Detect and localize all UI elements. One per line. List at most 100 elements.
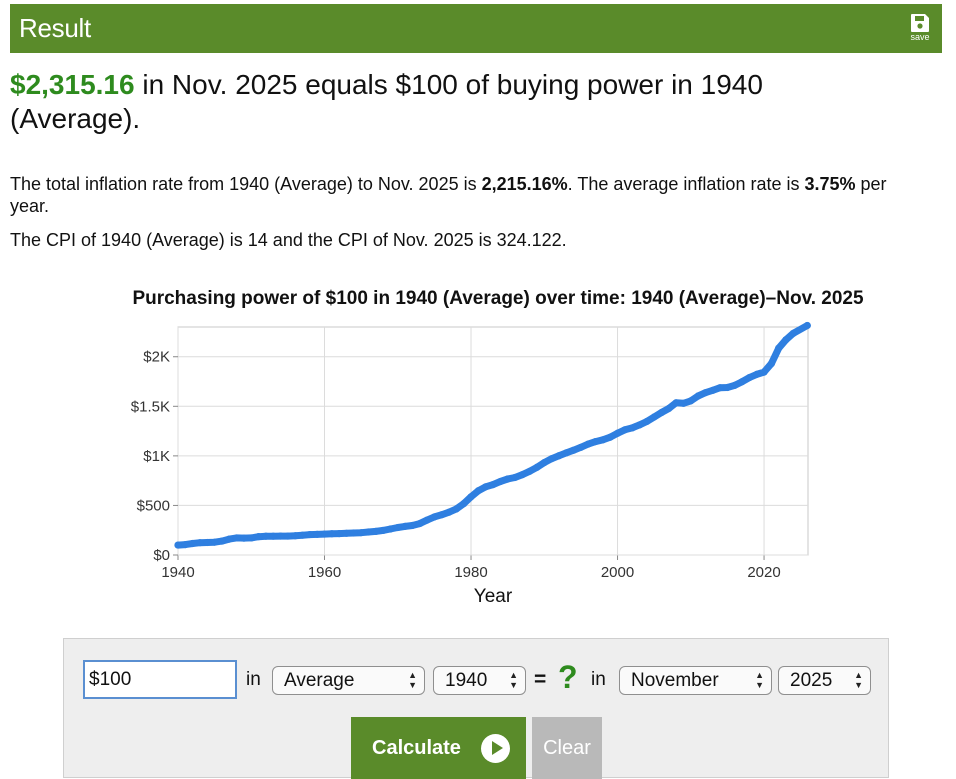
to-year-select[interactable]: 2025 ▲ ▼ bbox=[778, 666, 871, 695]
from-year-select[interactable]: 1940 ▲ ▼ bbox=[433, 666, 526, 695]
data-point bbox=[306, 530, 314, 539]
data-point bbox=[416, 519, 424, 528]
x-axis-label: Year bbox=[474, 586, 513, 607]
calculate-button[interactable]: Calculate bbox=[351, 717, 526, 779]
data-point bbox=[731, 381, 739, 389]
data-point bbox=[635, 421, 644, 429]
to-year-value: 2025 bbox=[790, 670, 833, 691]
data-point bbox=[687, 397, 695, 405]
data-point bbox=[394, 523, 402, 532]
data-point bbox=[313, 530, 321, 538]
data-point bbox=[225, 535, 233, 543]
data-point bbox=[643, 417, 651, 426]
data-point bbox=[548, 455, 556, 463]
data-point bbox=[496, 477, 504, 486]
x-tick-label: 2020 bbox=[747, 564, 780, 581]
data-point bbox=[284, 532, 292, 540]
data-point bbox=[562, 449, 570, 457]
data-point bbox=[709, 386, 717, 394]
data-point bbox=[357, 529, 365, 537]
data-point bbox=[569, 446, 578, 454]
data-point bbox=[189, 539, 197, 548]
data-point bbox=[445, 508, 453, 516]
cpi-summary: The CPI of 1940 (Average) is 14 and the … bbox=[10, 230, 567, 250]
x-tick-label: 2000 bbox=[601, 564, 634, 581]
data-point bbox=[526, 467, 534, 475]
period-select[interactable]: Average ▲ ▼ bbox=[272, 666, 425, 695]
data-point bbox=[203, 538, 211, 547]
data-point bbox=[606, 433, 614, 441]
data-point bbox=[511, 473, 519, 482]
from-year-value: 1940 bbox=[445, 670, 488, 691]
data-point bbox=[591, 437, 600, 446]
clear-button[interactable]: Clear bbox=[532, 717, 602, 779]
data-point bbox=[782, 336, 790, 344]
calculate-label: Calculate bbox=[372, 736, 461, 759]
y-tick-label: $500 bbox=[137, 497, 170, 514]
data-point bbox=[379, 526, 387, 535]
x-tick-label: 1960 bbox=[308, 564, 341, 581]
data-point bbox=[247, 534, 255, 542]
data-point bbox=[233, 534, 241, 542]
data-point bbox=[760, 368, 768, 376]
select-arrows-icon: ▲ ▼ bbox=[854, 670, 863, 690]
equals-sign: = bbox=[534, 668, 547, 691]
data-point bbox=[775, 344, 783, 352]
data-point bbox=[518, 471, 526, 479]
data-point bbox=[803, 321, 811, 330]
result-title: Result bbox=[19, 13, 91, 43]
inflation-summary: The total inflation rate from 1940 (Aver… bbox=[10, 173, 930, 217]
result-header: Result save bbox=[10, 4, 942, 53]
plot-area bbox=[177, 326, 809, 556]
data-point bbox=[701, 389, 710, 397]
summary-text-c: per year. bbox=[10, 174, 887, 216]
data-point bbox=[269, 532, 277, 540]
data-point bbox=[291, 532, 299, 540]
headline-text: in Nov. 2025 equals $100 of buying power… bbox=[10, 69, 763, 134]
data-point bbox=[650, 413, 658, 421]
data-point bbox=[665, 404, 673, 413]
data-point bbox=[613, 429, 622, 437]
data-point bbox=[320, 530, 329, 538]
calculator-form: in Average ▲▼ 1940 ▲▼ = ? in November ▲▼… bbox=[63, 638, 889, 779]
in-label: in bbox=[246, 669, 261, 690]
amount-input[interactable] bbox=[83, 660, 237, 699]
data-point bbox=[504, 475, 512, 483]
save-label: save bbox=[910, 32, 930, 42]
question-mark: ? bbox=[558, 659, 578, 695]
data-point bbox=[372, 527, 380, 536]
data-point bbox=[401, 522, 409, 530]
data-point bbox=[679, 399, 688, 407]
data-point bbox=[753, 370, 761, 378]
data-point bbox=[672, 399, 680, 407]
data-point bbox=[452, 505, 460, 513]
data-point bbox=[540, 459, 548, 467]
data-point bbox=[240, 534, 248, 542]
y-tick-label: $2K bbox=[143, 349, 170, 366]
data-point bbox=[738, 378, 746, 386]
to-month-select[interactable]: November ▲ ▼ bbox=[619, 666, 772, 695]
data-point bbox=[423, 516, 431, 524]
data-point bbox=[555, 452, 563, 460]
data-point bbox=[657, 408, 666, 417]
data-point bbox=[584, 440, 592, 448]
data-point bbox=[467, 493, 475, 501]
data-point bbox=[716, 384, 724, 392]
save-button[interactable]: save bbox=[906, 13, 934, 47]
total-inflation-rate: 2,215.16% bbox=[481, 174, 568, 194]
data-point bbox=[298, 531, 307, 539]
data-point bbox=[181, 540, 189, 549]
floppy-disk-icon bbox=[911, 14, 929, 32]
result-amount: $2,315.16 bbox=[10, 69, 135, 100]
data-point bbox=[364, 528, 373, 536]
data-point bbox=[474, 487, 482, 495]
data-point bbox=[723, 383, 732, 392]
x-tick-label: 1940 bbox=[161, 564, 194, 581]
data-point bbox=[533, 463, 541, 471]
y-tick-label: $0 bbox=[153, 547, 170, 564]
select-arrows-icon: ▲ ▼ bbox=[755, 670, 764, 690]
data-point bbox=[767, 359, 775, 368]
data-point bbox=[694, 392, 702, 400]
data-point bbox=[621, 426, 629, 434]
data-point bbox=[218, 537, 226, 545]
